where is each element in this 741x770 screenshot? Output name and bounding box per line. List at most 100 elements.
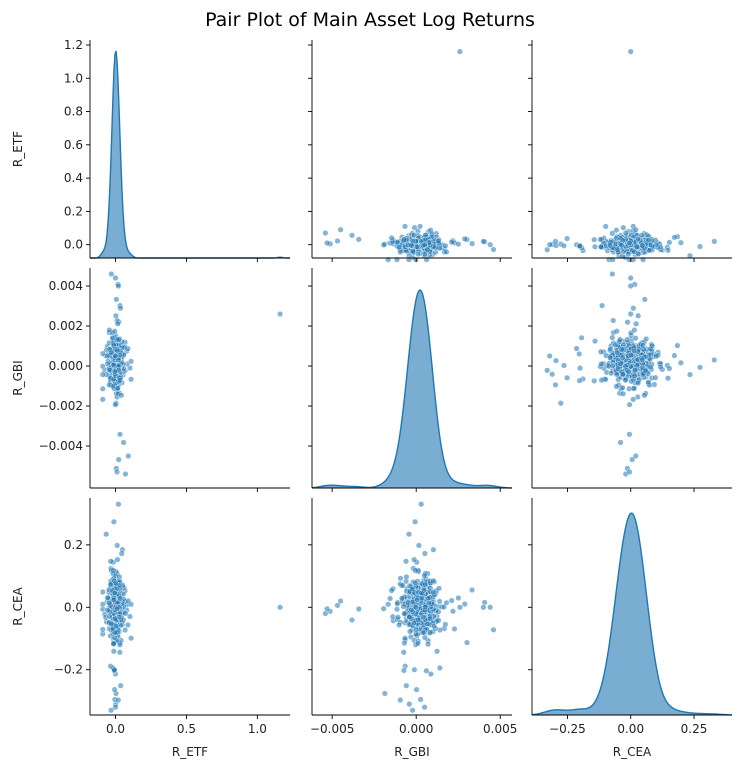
point-R_CEA-R_GBI-456 [418,501,425,508]
point-R_CEA-R_GBI-426 [430,589,437,596]
point-R_ETF-R_GBI-405 [396,244,403,251]
x-tick-label: 0.25 [681,722,708,736]
point-R_CEA-R_ETF-124 [124,622,131,629]
point-R_GBI-R_CEA-120 [609,271,616,278]
x-tick-label: 0.000 [399,722,433,736]
point-R_GBI-R_ETF-457 [112,353,119,360]
point-R_GBI-R_CEA-454 [627,283,634,290]
point-R_CEA-R_GBI-110 [436,664,443,671]
point-R_GBI-R_CEA-416 [617,336,624,343]
point-R_ETF-R_CEA-251 [552,238,559,245]
point-R_CEA-R_GBI-233 [394,606,401,613]
point-R_GBI-R_CEA-445 [625,368,632,375]
point-R_GBI-R_CEA-400 [613,328,620,335]
x-tick-label: 1.0 [248,722,267,736]
point-R_CEA-R_GBI-331 [434,648,441,655]
point-R_CEA-R_GBI-436 [443,599,450,606]
point-R_ETF-R_CEA-443 [618,242,625,249]
point-R_CEA-R_GBI-428 [334,602,341,609]
chart-title: Pair Plot of Main Asset Log Returns [205,9,535,31]
point-R_CEA-R_GBI-447 [420,629,427,636]
point-R_GBI-R_CEA-401 [609,363,616,370]
point-R_ETF-R_GBI-446 [414,243,421,250]
point-R_CEA-R_ETF-443 [112,615,119,622]
point-R_CEA-R_GBI-165 [388,587,395,594]
point-R_CEA-R_GBI-397 [385,601,392,608]
point-R_CEA-R_ETF-450 [277,604,284,611]
point-R_ETF-R_GBI-347 [402,223,409,230]
point-R_GBI-R_ETF-299 [117,305,124,312]
point-R_GBI-R_CEA-405 [613,383,620,390]
point-R_CEA-R_GBI-57 [451,625,458,632]
point-R_CEA-R_GBI-253 [411,556,418,563]
point-R_ETF-R_CEA-424 [652,237,659,244]
point-R_GBI-R_ETF-0 [120,439,127,446]
point-R_GBI-R_CEA-372 [577,365,584,372]
point-R_CEA-R_GBI-43 [387,595,394,602]
y-tick-label: 0.002 [49,319,83,333]
point-R_CEA-R_GBI-349 [421,572,428,579]
point-R_GBI-R_CEA-140 [620,390,627,397]
point-R_CEA-R_ETF-331 [110,648,117,655]
kde-line-R_CEA [531,512,732,716]
point-R_ETF-R_GBI-453 [487,241,494,248]
point-R_GBI-R_CEA-165 [641,392,648,399]
point-R_GBI-R_CEA-341 [687,371,694,378]
point-R_CEA-R_GBI-112 [455,595,462,602]
point-R_CEA-R_GBI-386 [413,686,420,693]
point-R_ETF-R_CEA-306 [671,234,678,241]
point-R_CEA-R_GBI-195 [430,546,437,553]
point-R_ETF-R_GBI-415 [415,250,422,257]
point-R_CEA-R_ETF-4 [126,613,133,620]
point-R_CEA-R_GBI-398 [411,619,418,626]
y-tick-label: 0.000 [49,359,83,373]
point-R_CEA-R_GBI-341 [406,531,413,538]
y-tick-label: 1.0 [64,71,83,85]
panel-R_CEA-vs-R_ETF: −0.2 0.0 0.2 0.0 0.5 1.0 [54,498,290,736]
point-R_GBI-R_CEA-453 [627,275,634,282]
x-tick-label: 0.00 [617,722,644,736]
point-R_GBI-R_CEA-443 [618,346,625,353]
point-R_GBI-R_CEA-294 [657,364,664,371]
axis-labels: R_ETF R_ETF R_GBI R_GBI R_CEA R_CEA [11,131,652,759]
point-R_GBI-R_CEA-428 [629,456,636,463]
point-R_CEA-R_ETF-380 [107,558,114,565]
point-R_GBI-R_CEA-365 [619,371,626,378]
point-R_GBI-R_ETF-4 [126,365,133,372]
point-R_GBI-R_CEA-429 [624,336,631,343]
point-R_GBI-R_CEA-431 [632,367,639,374]
point-R_ETF-R_CEA-451 [622,229,629,236]
point-R_GBI-R_CEA-414 [564,374,571,381]
y-tick-label: −0.004 [39,439,83,453]
point-R_CEA-R_ETF-419 [110,640,117,647]
point-R_GBI-R_CEA-18 [573,345,580,352]
point-R_CEA-R_ETF-341 [103,531,110,538]
point-R_ETF-R_CEA-438 [625,251,632,258]
point-R_ETF-R_GBI-449 [424,246,431,253]
point-R_CEA-R_GBI-294 [412,567,419,574]
point-R_CEA-R_GBI-42 [450,608,457,615]
kde-line-R_GBI [311,289,512,489]
point-R_GBI-R_CEA-441 [619,354,626,361]
point-R_ETF-R_CEA-446 [633,243,640,250]
point-R_GBI-R_CEA-351 [633,320,640,327]
point-R_CEA-R_GBI-354 [436,585,443,592]
y-tick-label: 0.0 [64,238,83,252]
y-tick-label: 0.6 [64,138,83,152]
point-R_ETF-R_GBI-112 [455,241,462,248]
point-R_ETF-R_GBI-429 [435,238,442,245]
point-R_GBI-R_CEA-340 [635,380,642,387]
point-R_GBI-R_ETF-452 [125,453,132,460]
point-R_ETF-R_GBI-0 [349,232,356,239]
point-R_CEA-R_ETF-251 [115,697,122,704]
point-R_GBI-R_CEA-87 [641,296,648,303]
point-R_GBI-R_CEA-457 [546,353,553,360]
point-R_CEA-R_GBI-414 [403,682,410,689]
point-R_ETF-R_CEA-433 [639,242,646,249]
point-R_CEA-R_GBI-454 [480,604,487,611]
point-R_CEA-R_GBI-51 [381,690,388,697]
point-R_GBI-R_CEA-347 [602,376,609,383]
point-R_GBI-R_CEA-398 [615,365,622,372]
point-R_GBI-R_ETF-450 [277,311,284,318]
point-R_ETF-R_GBI-422 [409,248,416,255]
